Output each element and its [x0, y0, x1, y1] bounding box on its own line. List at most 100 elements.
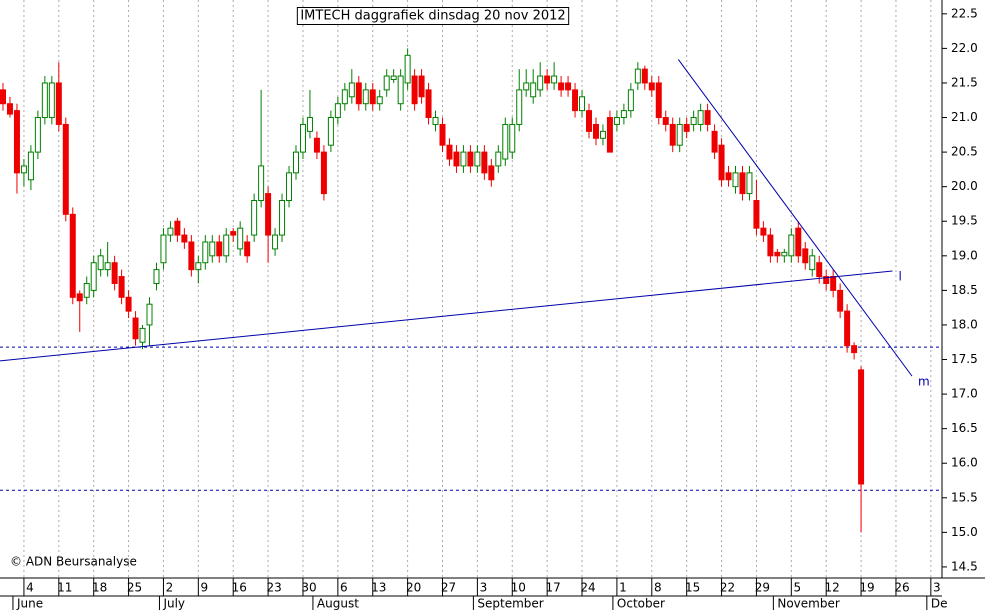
candle-body — [125, 296, 132, 312]
y-tick-label: 16.0 — [951, 456, 978, 470]
y-tick-label: 15.0 — [951, 525, 978, 539]
x-tick-label: 24 — [580, 581, 595, 595]
candle-body — [739, 172, 746, 195]
x-tick-label: 8 — [654, 581, 662, 595]
x-tick-label: 1 — [619, 581, 627, 595]
candle-body — [746, 172, 753, 195]
candle-body — [34, 117, 41, 153]
x-tick-label: 6 — [340, 581, 348, 595]
candle-body — [299, 123, 306, 153]
x-tick-label: 3 — [933, 581, 941, 595]
x-tick-label: 26 — [894, 581, 909, 595]
candle-body — [439, 123, 446, 146]
candle-body — [13, 110, 20, 174]
candle-body — [837, 289, 844, 312]
y-tick-label: 20.5 — [951, 145, 978, 159]
candle-body — [306, 117, 313, 132]
candle-body — [586, 110, 593, 132]
candle-body — [669, 123, 676, 146]
candle-body — [620, 110, 627, 119]
candle-body — [181, 234, 188, 243]
candle-body — [69, 213, 76, 298]
candle-body — [362, 89, 369, 105]
month-label: October — [617, 597, 665, 610]
x-tick-label: 4 — [26, 581, 34, 595]
month-label: August — [317, 597, 359, 610]
candle-body — [411, 75, 418, 105]
candle-body — [279, 200, 286, 236]
candle-body — [230, 231, 237, 236]
candle-body — [844, 310, 851, 347]
x-tick-label: 10 — [511, 581, 526, 595]
candle-body — [572, 89, 579, 112]
month-label: November — [777, 597, 839, 610]
candle-body — [48, 82, 55, 119]
candle-body — [76, 293, 83, 302]
candle-body — [62, 123, 69, 215]
candle-body — [809, 255, 816, 271]
candle-body — [662, 117, 669, 125]
candle-body — [788, 234, 795, 257]
candle-body — [425, 89, 432, 119]
candle-body — [523, 82, 530, 91]
candle-body — [648, 82, 655, 91]
candle-body — [460, 151, 467, 167]
x-tick-label: 9 — [201, 581, 209, 595]
candle-body — [223, 234, 230, 257]
candle-body — [369, 89, 376, 105]
y-tick-label: 19.5 — [951, 214, 978, 228]
candle-body — [851, 345, 858, 354]
y-tick-label: 18.0 — [951, 317, 978, 331]
x-tick-label: 13 — [371, 581, 386, 595]
candle-body — [711, 130, 718, 153]
candle-body — [355, 82, 362, 105]
y-tick-label: 21.5 — [951, 75, 978, 89]
x-tick-label: 2 — [166, 581, 174, 595]
candle-body — [495, 151, 502, 167]
x-tick-label: 16 — [232, 581, 247, 595]
candle-body — [823, 276, 830, 284]
candle-body — [404, 54, 411, 84]
x-tick-label: 3 — [480, 581, 488, 595]
x-tick-label: 20 — [406, 581, 421, 595]
month-label: September — [477, 597, 543, 610]
candle-body — [327, 117, 334, 146]
candle-body — [551, 75, 558, 84]
candle-body — [97, 255, 104, 271]
candle-body — [286, 172, 293, 202]
candle-body — [558, 82, 565, 91]
candle-body — [334, 103, 341, 119]
candle-body — [418, 75, 425, 98]
candle-body — [341, 89, 348, 105]
candle-body — [265, 193, 272, 236]
candle-body — [530, 82, 537, 98]
x-tick-label: 19 — [859, 581, 874, 595]
candle-body — [634, 68, 641, 84]
candle-body — [599, 130, 606, 139]
candle-body — [537, 75, 544, 91]
candle-body — [293, 151, 300, 174]
candle-body — [655, 82, 662, 119]
candle-body — [167, 227, 174, 236]
y-tick-label: 21.0 — [951, 110, 978, 124]
candle-body — [488, 165, 495, 181]
trend-line — [677, 59, 913, 377]
candle-body — [146, 303, 153, 326]
candle-body — [802, 248, 809, 264]
candle-body — [251, 200, 258, 236]
candle-body — [132, 317, 139, 340]
chart-title: IMTECH daggrafiek dinsdag 20 nov 2012 — [300, 9, 565, 24]
candle-body — [725, 172, 732, 181]
month-label: June — [16, 597, 43, 610]
candle-body — [467, 151, 474, 167]
candle-body — [704, 110, 711, 125]
x-tick-label: 15 — [685, 581, 700, 595]
candle-body — [237, 227, 244, 250]
candle-body — [627, 89, 634, 112]
candle-body — [509, 123, 516, 153]
candle-body — [760, 227, 767, 236]
month-label: De — [931, 597, 948, 610]
y-tick-label: 18.5 — [951, 283, 978, 297]
candle-body — [390, 75, 397, 81]
